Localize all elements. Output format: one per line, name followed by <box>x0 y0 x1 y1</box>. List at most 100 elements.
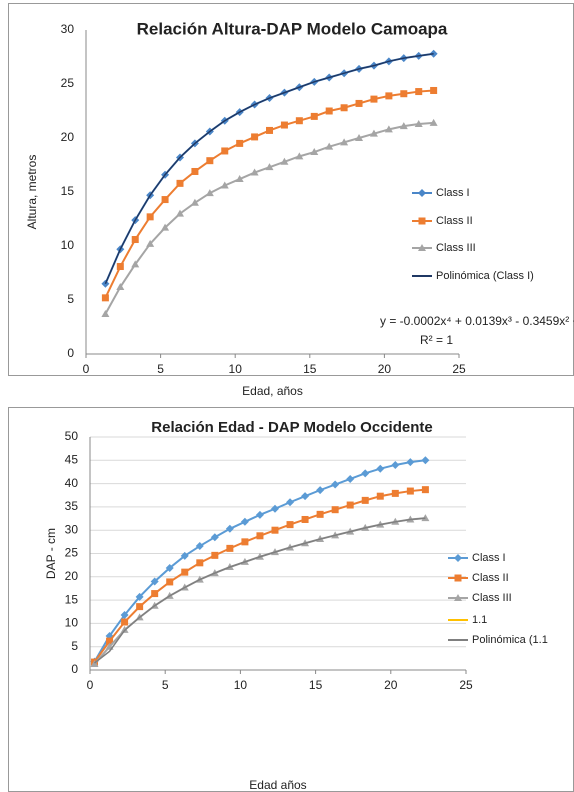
y-tick-label: 20 <box>61 130 75 144</box>
marker <box>355 134 364 141</box>
x-tick-label: 25 <box>459 678 473 692</box>
marker <box>429 118 438 126</box>
legend-marker <box>418 189 426 197</box>
y-tick-label: 15 <box>65 592 79 606</box>
marker <box>151 590 159 598</box>
y-tick-label: 40 <box>65 476 79 490</box>
legend-label: Class II <box>436 215 473 227</box>
marker <box>301 492 310 501</box>
marker <box>256 532 264 540</box>
y-tick-label: 30 <box>65 522 79 536</box>
marker <box>161 223 170 231</box>
x-tick-label: 0 <box>87 678 94 692</box>
x-tick-label: 15 <box>309 678 323 692</box>
x-axis-label: Edad años <box>249 778 306 792</box>
marker <box>226 544 234 552</box>
marker <box>369 129 378 137</box>
marker <box>210 533 219 542</box>
y-tick-label: 0 <box>67 346 74 360</box>
legend-marker <box>418 217 426 225</box>
marker <box>106 637 114 645</box>
y-tick-label: 25 <box>61 76 75 90</box>
marker <box>385 92 393 100</box>
marker <box>270 504 279 513</box>
marker <box>331 506 339 514</box>
marker <box>399 122 408 130</box>
marker <box>116 283 125 291</box>
marker <box>236 139 244 147</box>
x-tick-label: 20 <box>378 362 392 376</box>
marker <box>430 86 438 94</box>
marker <box>180 551 189 560</box>
y-tick-label: 5 <box>67 292 74 306</box>
marker <box>376 464 385 473</box>
marker <box>391 460 400 469</box>
marker <box>271 526 279 534</box>
series-line <box>104 121 434 315</box>
legend-label: Class III <box>472 592 512 604</box>
marker <box>135 592 144 601</box>
y-tick-label: 45 <box>65 452 79 466</box>
legend-marker <box>454 574 462 582</box>
legend-label: Polinómica (1.1 <box>472 634 548 646</box>
marker <box>191 167 199 175</box>
marker <box>325 107 333 115</box>
marker <box>116 263 124 271</box>
marker <box>205 189 214 197</box>
legend-label: Class I <box>436 187 470 199</box>
marker <box>250 168 259 176</box>
legend-label: Class III <box>436 242 476 254</box>
marker <box>331 480 340 489</box>
x-tick-label: 10 <box>234 678 248 692</box>
marker <box>121 618 129 626</box>
y-tick-label: 5 <box>71 639 78 653</box>
legend-marker <box>454 554 462 562</box>
annotation: R² = 1 <box>420 333 453 347</box>
marker <box>165 563 174 572</box>
marker <box>280 121 288 129</box>
y-tick-label: 20 <box>65 569 79 583</box>
series-line <box>104 89 434 299</box>
marker <box>286 521 294 529</box>
annotation: y = -0.0002x⁴ + 0.0139x³ - 0.3459x² + 4.… <box>380 314 574 328</box>
x-tick-label: 20 <box>384 678 398 692</box>
marker <box>175 209 184 217</box>
marker <box>181 568 189 576</box>
marker <box>161 196 169 204</box>
x-tick-label: 0 <box>83 362 90 376</box>
marker <box>295 117 303 125</box>
x-tick-label: 15 <box>303 362 317 376</box>
marker <box>376 492 384 500</box>
marker <box>421 514 430 522</box>
series-line <box>94 517 426 664</box>
marker <box>265 163 274 171</box>
marker <box>421 486 429 494</box>
marker <box>316 510 324 518</box>
series-line <box>104 53 434 285</box>
marker <box>370 95 378 103</box>
marker <box>136 603 144 611</box>
marker <box>266 126 274 134</box>
marker <box>251 133 259 141</box>
y-tick-label: 0 <box>71 662 78 676</box>
marker <box>384 125 393 133</box>
legend-label: Polinómica (Class I) <box>436 270 534 282</box>
marker <box>240 517 249 526</box>
legend-marker <box>418 244 426 251</box>
marker <box>131 260 140 268</box>
marker <box>310 148 319 156</box>
marker <box>221 147 229 155</box>
marker <box>346 474 355 483</box>
marker <box>316 486 325 495</box>
marker <box>301 515 309 523</box>
marker <box>206 157 214 165</box>
marker <box>415 88 423 96</box>
legend-label: Class II <box>472 572 509 584</box>
marker <box>361 496 369 504</box>
marker <box>340 104 348 112</box>
marker <box>90 659 99 667</box>
y-axis-label: DAP - cm <box>44 528 58 579</box>
marker <box>310 112 318 120</box>
marker <box>406 487 414 495</box>
marker <box>346 501 354 509</box>
